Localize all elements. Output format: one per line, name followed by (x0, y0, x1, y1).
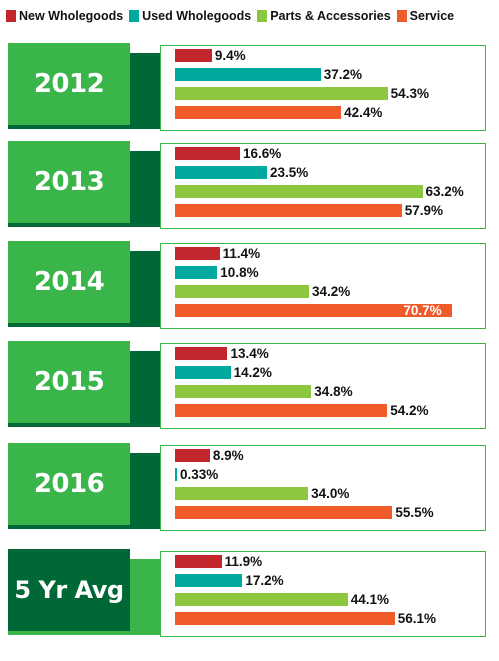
bar (175, 106, 342, 119)
data-label: 63.2% (425, 184, 464, 199)
year-panel: 2012 9.4% 37.2% 54.3% 42.4% (0, 43, 499, 133)
year-panel: 2016 8.9% 0.33% 34.0% 55.5% (0, 443, 499, 533)
data-label: 8.9% (212, 448, 244, 463)
legend: New Wholegoods Used Wholegoods Parts & Acc… (6, 6, 454, 26)
legend-item: Used Wholegoods (129, 9, 251, 23)
data-label: 23.5% (270, 165, 309, 180)
category-label: 2013 (8, 141, 130, 223)
data-label: 9.4% (214, 48, 246, 63)
data-label: 34.8% (314, 384, 353, 399)
legend-label: Used Wholegoods (142, 9, 252, 23)
data-label: 0.33% (180, 467, 219, 482)
bar (175, 347, 228, 360)
data-label: 14.2% (233, 365, 272, 380)
bar (175, 247, 220, 260)
legend-swatch (257, 10, 268, 22)
legend-item: New Wholegoods (6, 9, 123, 23)
legend-label: Service (409, 9, 455, 23)
data-label: 17.2% (245, 573, 284, 588)
data-label: 57.9% (404, 203, 444, 218)
data-label: 54.3% (390, 86, 429, 101)
bar (175, 147, 241, 160)
data-label: 13.4% (230, 346, 269, 361)
bar (175, 487, 309, 500)
legend-swatch (6, 10, 16, 22)
year-panel: 2014 11.4% 10.8% 34.2% 70.7% (0, 241, 499, 331)
data-label: 16.6% (243, 146, 282, 161)
bar (175, 166, 268, 179)
bar (175, 49, 212, 62)
bar (175, 449, 210, 462)
bar (175, 612, 395, 625)
data-label: 11.9% (224, 554, 263, 569)
bar (175, 468, 177, 481)
year-panel: 2013 16.6% 23.5% 63.2% 57.9% (0, 141, 499, 231)
data-label: 10.8% (220, 265, 259, 280)
category-label: 2016 (8, 443, 130, 525)
bar (175, 506, 393, 519)
data-label: 44.1% (350, 592, 389, 607)
bar (175, 555, 222, 568)
data-label: 70.7% (403, 303, 442, 318)
bar (175, 404, 388, 417)
bar (175, 304, 452, 317)
year-panel: 2015 13.4% 14.2% 34.8% 54.2% (0, 341, 499, 431)
legend-item: Service (396, 9, 455, 23)
legend-label: New Wholegoods (19, 9, 124, 23)
legend-swatch (396, 10, 407, 22)
bar (175, 285, 309, 298)
bar (175, 87, 388, 100)
bar (175, 574, 243, 587)
legend-item: Parts & Accessories (257, 9, 391, 23)
data-label: 37.2% (323, 67, 362, 82)
bar (175, 366, 231, 379)
data-label: 11.4% (222, 246, 261, 261)
legend-swatch (129, 10, 140, 22)
bar (175, 204, 402, 217)
bar (175, 266, 218, 279)
data-label: 56.1% (397, 611, 436, 626)
category-label: 5 Yr Avg (8, 549, 130, 631)
bar (175, 593, 348, 606)
legend-label: Parts & Accessories (270, 9, 391, 23)
bar (175, 185, 423, 198)
category-label: 2014 (8, 241, 130, 323)
bar (175, 385, 312, 398)
data-label: 34.0% (311, 486, 350, 501)
data-label: 54.2% (390, 403, 429, 418)
year-panel: 5 Yr Avg 11.9% 17.2% 44.1% 56.1% (0, 549, 499, 639)
bar (175, 68, 321, 81)
data-label: 55.5% (395, 505, 434, 520)
data-label: 34.2% (311, 284, 351, 299)
category-label: 2015 (8, 341, 130, 423)
category-label: 2012 (8, 43, 130, 125)
data-label: 42.4% (344, 105, 383, 120)
